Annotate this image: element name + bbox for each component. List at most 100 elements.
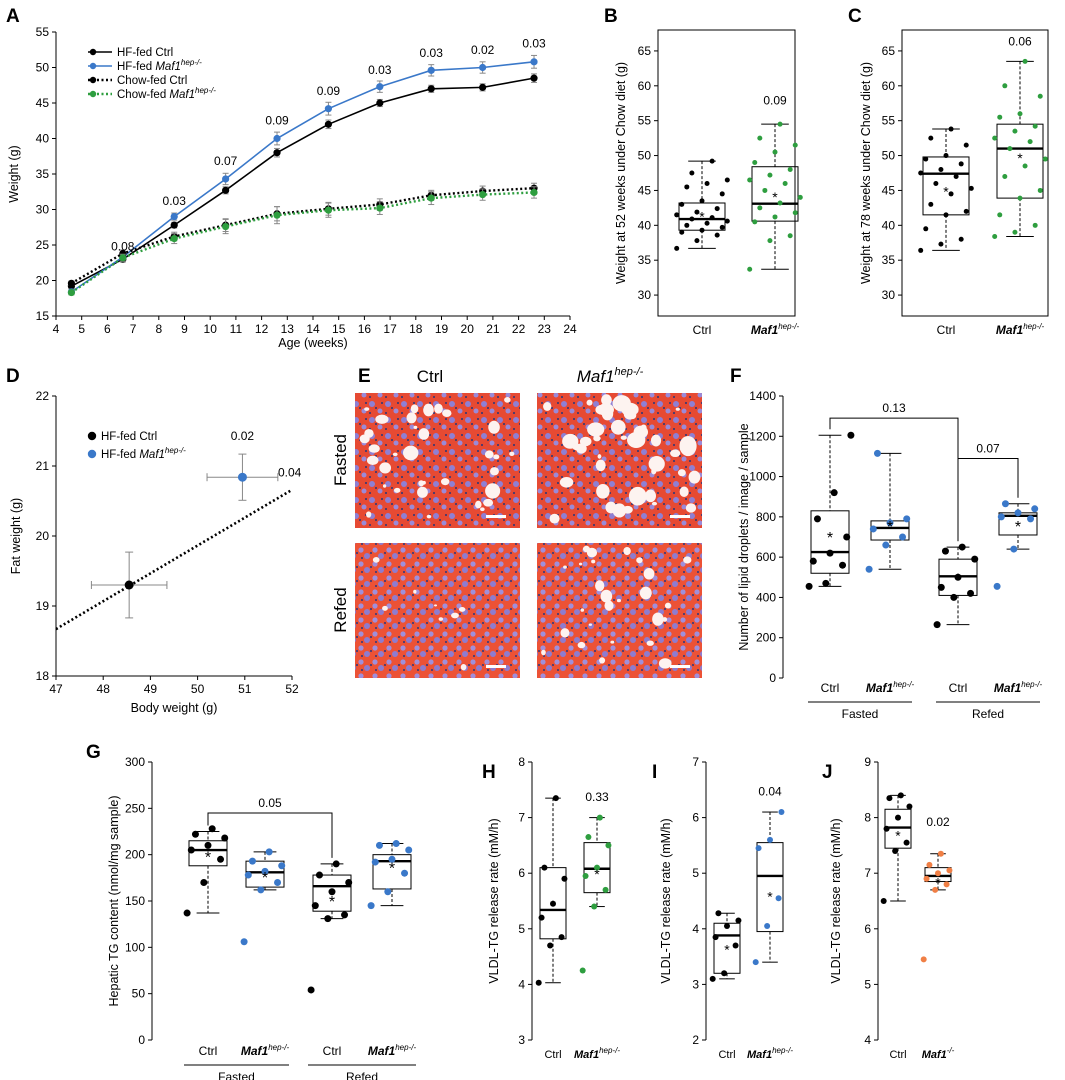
y-tick-label: 600 (756, 550, 776, 564)
data-point (895, 814, 901, 821)
lipid-droplet (403, 445, 419, 461)
data-point (208, 825, 216, 833)
panel-label-c: C (848, 6, 862, 27)
data-point (886, 795, 893, 802)
box (539, 867, 567, 940)
data-point (170, 235, 178, 243)
y-tick-label: 25 (36, 238, 50, 252)
lipid-droplet (418, 428, 430, 440)
data-point (892, 847, 899, 854)
data-point (699, 198, 705, 204)
data-point (244, 871, 252, 879)
data-point (992, 135, 998, 141)
data-point (170, 221, 178, 229)
data-point (1002, 173, 1008, 179)
legend-entry: Chow-fed Maf1hep-/- (117, 86, 216, 101)
mean-marker: * (1015, 519, 1021, 536)
data-point (1037, 187, 1043, 193)
data-point (792, 210, 798, 216)
histology-image-ctrl-refed (355, 543, 520, 678)
lipid-droplet (683, 556, 692, 564)
y-tick-label: 40 (882, 218, 896, 232)
lipid-droplet (579, 436, 592, 447)
data-point (953, 173, 959, 179)
lipid-droplet (623, 546, 631, 556)
data-point (1014, 509, 1022, 517)
data-point (324, 206, 333, 214)
data-point (757, 205, 763, 211)
data-point (767, 836, 773, 843)
data-point (689, 216, 695, 222)
data-point (899, 533, 907, 541)
data-point (938, 167, 944, 173)
data-point (948, 191, 954, 197)
lipid-droplet (622, 505, 633, 514)
y-tick-label: 21 (36, 459, 50, 473)
data-point (561, 875, 568, 882)
panel-label-h: H (482, 762, 496, 783)
lipid-droplet (595, 580, 605, 592)
lipid-droplet (442, 409, 452, 418)
mean-marker: * (699, 209, 705, 225)
category-label: Ctrl (718, 1049, 735, 1061)
category-label: Maf1hep-/- (241, 1043, 290, 1058)
data-point (724, 177, 730, 183)
data-point (719, 224, 725, 230)
lipid-droplet (616, 598, 621, 603)
data-point (694, 238, 700, 244)
data-point (946, 867, 953, 874)
data-point (307, 986, 315, 994)
p-value-label: 0.07 (976, 441, 1000, 455)
y-tick-label: 35 (638, 253, 652, 267)
data-point (530, 188, 538, 197)
data-point (1022, 163, 1028, 169)
y-tick-label: 4 (518, 977, 525, 991)
lipid-droplet (591, 559, 596, 564)
y-tick-label: 4 (692, 922, 699, 936)
data-point (935, 870, 941, 877)
data-point (582, 872, 589, 879)
x-tick-label: 22 (512, 322, 526, 336)
box (810, 510, 850, 574)
lipid-droplet (493, 454, 500, 460)
lipid-droplet (392, 452, 398, 457)
p-value-label: 0.04 (278, 466, 302, 480)
data-point (479, 83, 487, 91)
data-point (805, 582, 813, 590)
data-point (367, 902, 375, 910)
y-tick-label: 8 (864, 811, 871, 825)
lipid-droplet (640, 424, 647, 431)
data-point (752, 959, 759, 966)
data-point (882, 541, 890, 549)
data-point (920, 956, 927, 963)
data-point (278, 862, 286, 870)
y-tick-label: 55 (882, 114, 896, 128)
lipid-droplet (423, 403, 434, 417)
legend-marker (89, 62, 97, 70)
mean-marker: * (895, 827, 901, 843)
histology-row-fasted: Fasted (331, 434, 350, 486)
y-tick-label: 45 (638, 183, 652, 197)
data-point (479, 63, 487, 72)
legend-entry: Chow-fed Ctrl (117, 75, 187, 87)
lipid-droplet (627, 432, 646, 449)
lipid-droplet (413, 425, 418, 429)
y-tick-label: 300 (125, 755, 145, 769)
data-point (694, 209, 700, 215)
scale-bar-ctrl-fasted (486, 515, 506, 518)
panel-label-j: J (822, 762, 833, 783)
data-point (222, 222, 230, 231)
y-tick-label: 3 (692, 977, 699, 991)
y-tick-label: 35 (882, 253, 896, 267)
data-point (933, 621, 941, 629)
data-point (1032, 123, 1038, 129)
lipid-droplet (379, 462, 392, 474)
histology-col-ctrl: Ctrl (417, 367, 443, 386)
data-point (596, 814, 603, 821)
x-tick-label: 49 (144, 682, 158, 696)
mean-marker: * (594, 866, 600, 882)
data-point (119, 254, 127, 262)
lipid-droplet (620, 435, 627, 440)
lipid-droplet (372, 556, 380, 563)
data-point (792, 142, 798, 148)
